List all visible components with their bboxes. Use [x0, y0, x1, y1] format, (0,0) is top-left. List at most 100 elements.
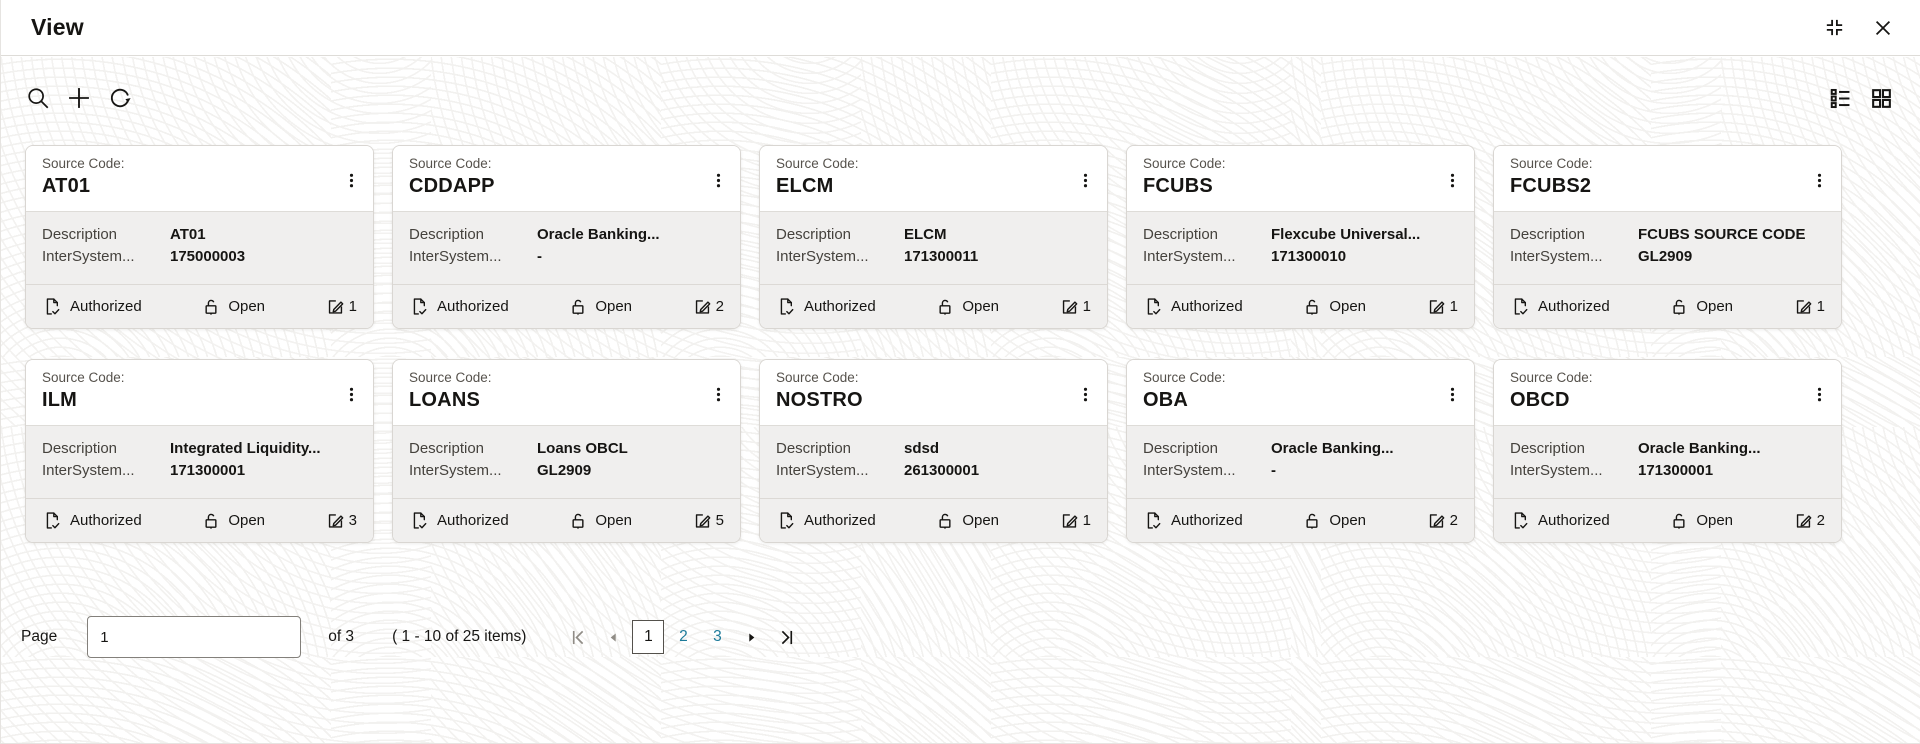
page-number-input[interactable] — [87, 616, 302, 658]
authorized-icon — [46, 512, 60, 529]
record-status: Open — [201, 297, 265, 317]
first-page-icon[interactable] — [562, 620, 596, 654]
refresh-icon[interactable] — [107, 85, 133, 111]
source-code-card: Source Code: ELCM Description ELCM Inter — [759, 145, 1108, 329]
page-title: View — [31, 14, 84, 40]
source-code-label: Source Code: — [776, 370, 859, 385]
source-code-value: FCUBS — [1143, 175, 1213, 197]
source-code-card: Source Code: OBCD Description Oracle Ban… — [1493, 359, 1842, 543]
card-details: Description ELCM InterSystem... 17130001… — [760, 212, 1107, 284]
view-toggles — [1828, 86, 1894, 111]
kebab-menu-icon[interactable] — [1069, 376, 1101, 412]
card-header: Source Code: CDDAPP — [393, 146, 740, 212]
source-code-value: NOSTRO — [776, 389, 863, 411]
kebab-menu-icon[interactable] — [702, 376, 734, 412]
record-status: Open — [1669, 297, 1733, 317]
modification-count: 1 — [325, 296, 357, 317]
source-code-label: Source Code: — [42, 156, 125, 171]
kebab-menu-icon[interactable] — [1436, 162, 1468, 198]
edit-icon — [1429, 514, 1445, 528]
modification-count: 2 — [1793, 510, 1825, 531]
open-lock-icon — [1673, 299, 1685, 315]
authorized-label: Authorized — [70, 512, 142, 529]
modification-count: 5 — [692, 510, 724, 531]
modification-count-value: 1 — [1082, 298, 1091, 315]
modification-count: 2 — [692, 296, 724, 317]
authorization-status: Authorized — [776, 296, 876, 317]
card-footer: Authorized Open — [760, 498, 1107, 542]
edit-icon — [328, 300, 344, 314]
open-lock-icon — [572, 513, 584, 529]
intersystem-label: InterSystem... — [1143, 248, 1236, 265]
record-status: Open — [935, 511, 999, 531]
grid-view-icon[interactable] — [1869, 86, 1894, 111]
card-footer: Authorized Open — [393, 284, 740, 328]
page-3-button[interactable]: 3 — [702, 620, 732, 654]
card-details: Description AT01 InterSystem... 17500000… — [26, 212, 373, 284]
edit-icon — [695, 514, 711, 528]
kebab-menu-icon[interactable] — [702, 162, 734, 198]
source-code-card: Source Code: ILM Description Integrated … — [25, 359, 374, 543]
intersystem-label: InterSystem... — [409, 248, 502, 265]
source-code-value: AT01 — [42, 175, 91, 197]
collapse-icon[interactable] — [1823, 16, 1846, 39]
kebab-menu-icon[interactable] — [1436, 376, 1468, 412]
authorized-icon — [780, 298, 794, 315]
intersystem-value: 171300001 — [170, 462, 246, 479]
modification-count: 1 — [1793, 296, 1825, 317]
card-header: Source Code: NOSTRO — [760, 360, 1107, 426]
card-grid: Source Code: AT01 Description AT01 Inter — [25, 145, 1842, 543]
record-status: Open — [568, 297, 632, 317]
source-code-value: ILM — [42, 389, 78, 411]
open-lock-icon — [939, 299, 951, 315]
card-details: Description FCUBS SOURCE CODE InterSyste… — [1494, 212, 1841, 284]
modification-count: 2 — [1426, 510, 1458, 531]
intersystem-label: InterSystem... — [42, 248, 135, 265]
list-view-icon[interactable] — [1828, 86, 1853, 111]
card-details: Description Integrated Liquidity... Inte… — [26, 426, 373, 498]
card-footer: Authorized Open — [1127, 498, 1474, 542]
authorized-label: Authorized — [1538, 512, 1610, 529]
open-label: Open — [1329, 298, 1367, 315]
modification-count-value: 1 — [1816, 298, 1825, 315]
modification-count: 3 — [325, 510, 357, 531]
description-label: Description — [776, 440, 852, 457]
open-label: Open — [595, 512, 633, 529]
page-1-button[interactable]: 1 — [632, 620, 665, 654]
search-icon[interactable] — [25, 85, 51, 111]
description-label: Description — [1510, 440, 1586, 457]
open-lock-icon — [939, 513, 951, 529]
source-code-value: FCUBS2 — [1510, 175, 1592, 197]
close-icon[interactable] — [1872, 17, 1894, 39]
page-2-button[interactable]: 2 — [668, 620, 698, 654]
kebab-menu-icon[interactable] — [335, 162, 367, 198]
source-code-label: Source Code: — [1143, 370, 1226, 385]
modification-count: 1 — [1059, 510, 1091, 531]
source-code-label: Source Code: — [1510, 370, 1593, 385]
description-value: FCUBS SOURCE CODE — [1638, 226, 1806, 243]
description-label: Description — [42, 226, 118, 243]
page-label: Page — [21, 628, 58, 645]
description-value: Oracle Banking... — [1271, 440, 1394, 457]
last-page-icon[interactable] — [768, 620, 802, 654]
kebab-menu-icon[interactable] — [335, 376, 367, 412]
modification-count-value: 1 — [1082, 512, 1091, 529]
open-label: Open — [595, 298, 633, 315]
description-value: Loans OBCL — [537, 440, 628, 457]
authorization-status: Authorized — [409, 510, 509, 531]
card-header: Source Code: OBCD — [1494, 360, 1841, 426]
open-lock-icon — [1673, 513, 1685, 529]
description-value: Integrated Liquidity... — [170, 440, 321, 457]
add-icon[interactable] — [65, 84, 93, 112]
kebab-menu-icon[interactable] — [1803, 376, 1835, 412]
modification-count-value: 1 — [1449, 298, 1458, 315]
intersystem-value: 261300001 — [904, 462, 980, 479]
source-code-value: OBCD — [1510, 389, 1570, 411]
kebab-menu-icon[interactable] — [1803, 162, 1835, 198]
kebab-menu-icon[interactable] — [1069, 162, 1101, 198]
modification-count-value: 1 — [348, 298, 357, 315]
edit-icon — [1796, 300, 1812, 314]
modification-count-value: 2 — [1449, 512, 1458, 529]
previous-page-icon[interactable] — [596, 620, 630, 654]
next-page-icon[interactable] — [734, 620, 768, 654]
